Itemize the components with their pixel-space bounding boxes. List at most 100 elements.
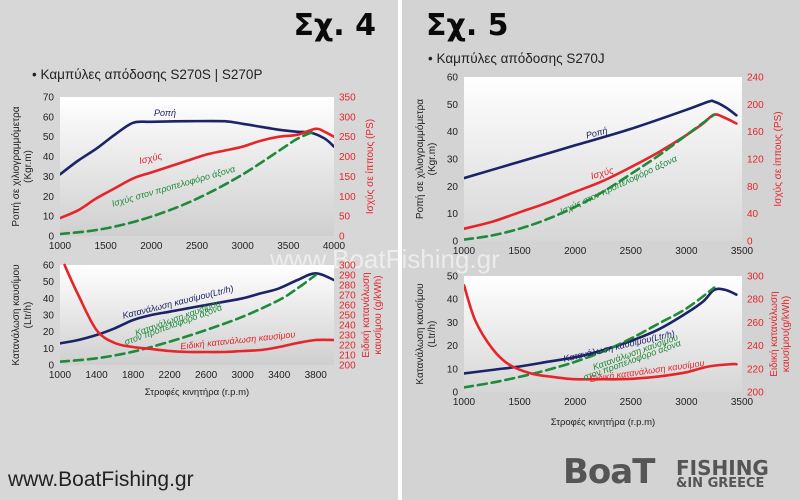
y-left-axis-label: Ροπή σε χιλιογραμμόμετρα(Kgr.m)	[10, 106, 34, 226]
y-left-tick-label: 40	[447, 295, 459, 306]
x-tick-label: 3500	[731, 246, 754, 257]
x-tick-label: 3400	[268, 370, 291, 381]
x-tick-label: 1000	[453, 397, 476, 408]
chart-subtitle: • Καμπύλες απόδοσης S270S | S270P	[32, 67, 263, 82]
chart-s4-consumption: 0 10 20 30 40 50 60 200210220230240250260270280…	[10, 261, 384, 399]
y-left-tick-label: 50	[447, 100, 459, 111]
y-right-tick-label: 280	[747, 295, 764, 306]
x-tick-label: 1000	[49, 370, 72, 381]
y-left-tick-label: 10	[43, 344, 55, 355]
x-tick-label: 1400	[85, 370, 108, 381]
y-right-tick-label: 250	[339, 311, 356, 322]
x-tick-label: 3000	[232, 370, 255, 381]
y-left-tick-label: 50	[447, 272, 459, 283]
x-tick-label: 3500	[731, 397, 754, 408]
x-axis-label: Στροφές κινητήρα (r.p.m)	[551, 417, 655, 428]
y-left-tick-label: 10	[447, 209, 459, 220]
plot-area	[464, 276, 742, 392]
y-right-tick-label: 240	[339, 321, 356, 332]
y-left-tick-label: 60	[43, 112, 55, 123]
plot-area	[60, 265, 334, 365]
x-tick-label: 2500	[620, 246, 643, 257]
y-left-tick-label: 0	[452, 237, 458, 248]
y-right-tick-label: 0	[747, 237, 753, 248]
y-right-tick-label: 300	[339, 112, 356, 123]
y-right-tick-label: 150	[339, 172, 356, 183]
y-right-axis-label: Ισχύς σε ίππους (PS)	[772, 111, 784, 206]
y-right-tick-label: 120	[747, 155, 764, 166]
y-left-tick-label: 0	[48, 361, 54, 372]
y-left-axis-label: Κατανάλωση καυσίμου(Ltr/h)	[10, 264, 34, 365]
x-tick-label: 2000	[564, 246, 587, 257]
y-left-tick-label: 60	[43, 261, 55, 272]
x-tick-label: 2200	[158, 370, 181, 381]
x-tick-label: 2600	[195, 370, 218, 381]
y-right-tick-label: 240	[747, 341, 764, 352]
y-right-tick-label: 80	[747, 182, 759, 193]
chart-s4-performance: 0 10 20 30 40 50 60 70 0 50 100 150 200 250 300 350 1000…	[10, 93, 376, 253]
y-right-tick-label: 160	[747, 127, 764, 138]
plot-area	[464, 77, 742, 241]
y-left-tick-label: 10	[43, 212, 55, 223]
series-line-blue	[464, 99, 738, 180]
y-right-tick-label: 270	[339, 291, 356, 302]
y-left-tick-label: 70	[43, 93, 55, 104]
y-right-tick-label: 220	[339, 341, 356, 352]
chart-s5-performance: 0 10 20 30 40 50 60 0 40 80 120 160 200 240 1000 1500 20…	[414, 73, 784, 258]
x-tick-label: 3500	[277, 241, 300, 252]
figure-label: Σχ. 4	[293, 8, 376, 43]
y-left-tick-label: 50	[43, 277, 55, 288]
y-left-tick-label: 20	[43, 192, 55, 203]
y-right-tick-label: 40	[747, 209, 759, 220]
y-right-tick-label: 350	[339, 93, 356, 104]
x-tick-label: 3000	[675, 246, 698, 257]
series-line-green	[464, 286, 716, 389]
y-left-tick-label: 40	[43, 152, 55, 163]
plot-area	[60, 97, 334, 236]
series-line-green	[464, 113, 716, 241]
y-right-tick-label: 200	[747, 100, 764, 111]
x-tick-label: 3000	[232, 241, 255, 252]
y-right-axis-label: Ειδική κατανάλωσηκαυσίμου (g/kWh)	[360, 272, 384, 357]
y-left-tick-label: 30	[447, 318, 459, 329]
y-left-tick-label: 20	[43, 327, 55, 338]
y-left-tick-label: 20	[447, 182, 459, 193]
y-left-tick-label: 0	[452, 388, 458, 399]
y-left-tick-label: 0	[48, 232, 54, 243]
y-left-tick-label: 40	[447, 127, 459, 138]
y-right-tick-label: 200	[339, 361, 356, 372]
panel-fig-4: Σχ. 4 • Καμπύλες απόδοσης S270S | S270P	[0, 0, 398, 500]
y-right-tick-label: 260	[339, 301, 356, 312]
y-right-tick-label: 0	[339, 232, 345, 243]
x-tick-label: 2000	[140, 241, 163, 252]
x-tick-label: 1500	[508, 246, 531, 257]
x-tick-label: 1500	[95, 241, 118, 252]
y-left-tick-label: 30	[43, 172, 55, 183]
y-left-tick-label: 50	[43, 132, 55, 143]
y-right-tick-label: 290	[339, 271, 356, 282]
y-left-tick-label: 60	[447, 73, 459, 84]
curve-annotation: Ροπή	[154, 108, 176, 118]
y-right-tick-label: 200	[339, 152, 356, 163]
x-tick-label: 1000	[49, 241, 72, 252]
brand-logo-top: FISHING	[676, 456, 769, 480]
x-axis-label: Στροφές κινητήρα (r.p.m)	[145, 387, 249, 398]
y-right-tick-label: 220	[747, 364, 764, 375]
panel-divider	[398, 0, 402, 500]
y-right-tick-label: 230	[339, 331, 356, 342]
x-tick-label: 3800	[305, 370, 328, 381]
figure-label: Σχ. 5	[426, 8, 509, 43]
site-watermark: www.BoatFishing.gr	[8, 468, 194, 491]
y-right-tick-label: 50	[339, 212, 351, 223]
y-right-axis-label: Ειδική κατανάλωσηκαυσίμου(g/kWh)	[768, 291, 792, 376]
x-tick-label: 4000	[323, 241, 346, 252]
y-right-tick-label: 250	[339, 132, 356, 143]
series-line-green	[60, 129, 317, 236]
brand-logo-bottom: &IN GREECE	[676, 476, 765, 491]
series-line-green	[60, 273, 317, 363]
series-line-red	[464, 284, 738, 381]
y-right-tick-label: 240	[747, 73, 764, 84]
y-left-axis-label: Κατανάλωση καυσίμου(Ltr/h)	[414, 283, 438, 384]
chart-subtitle: • Καμπύλες απόδοσης S270J	[428, 51, 605, 66]
